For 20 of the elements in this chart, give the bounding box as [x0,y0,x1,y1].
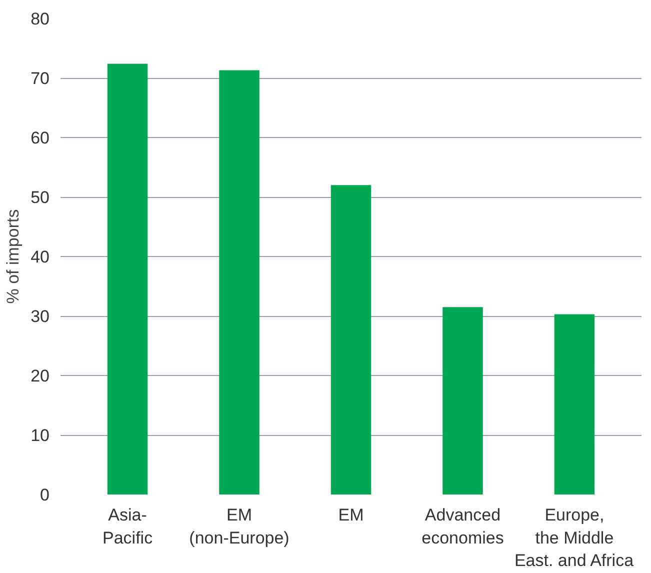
y-tick-label: 40 [30,248,50,266]
x-tick-label: Asia- Pacific [102,506,154,548]
bar [330,185,372,494]
bar [219,70,260,494]
y-tick-label: 60 [30,128,50,148]
y-tick-label: 80 [30,10,50,28]
y-tick-label: 10 [30,426,50,445]
y-tick-label: 0 [40,486,50,504]
bar [107,64,148,494]
y-tick-label: 50 [30,188,50,207]
x-tick-label: Advanced economies [422,506,504,548]
x-tick-label: EM [338,506,364,524]
y-tick-label: 20 [30,366,50,386]
bar [442,307,483,494]
y-tick-label: 30 [30,307,50,326]
bar [554,314,595,494]
x-tick-label: EM (non-Europe) [189,506,290,548]
y-axis-title: % of imports [4,209,23,304]
y-tick-label: 70 [30,69,50,88]
x-tick-label: Europe, the Middle East. and Africa [514,506,634,570]
